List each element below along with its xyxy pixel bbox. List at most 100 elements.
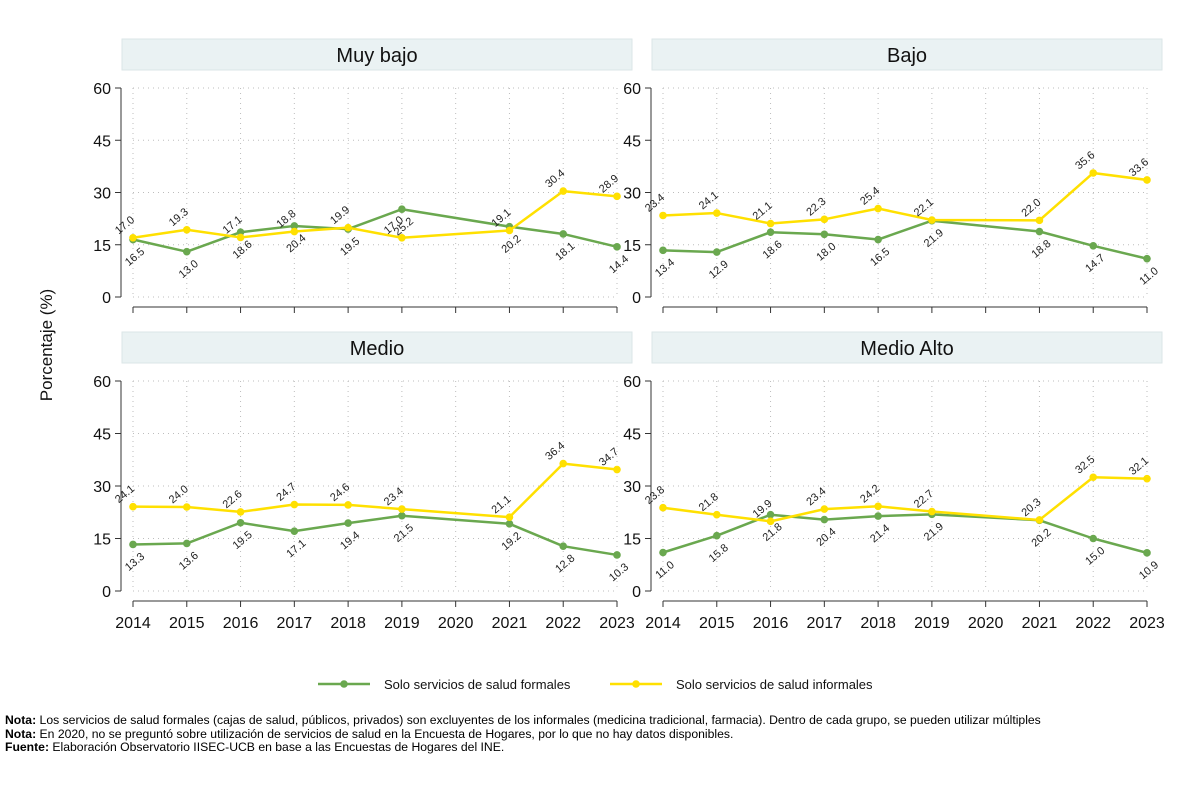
data-point-informales	[712, 209, 721, 217]
data-label-informales: 36.4	[543, 440, 567, 463]
data-point-informales	[129, 502, 137, 511]
data-label-formales: 11.0	[1137, 265, 1160, 287]
y-tick-label: 0	[632, 290, 641, 307]
data-point-formales	[182, 539, 191, 548]
x-tick-label: 2016	[753, 615, 789, 632]
panel-header	[651, 38, 1163, 71]
data-point-formales	[236, 518, 245, 527]
data-point-informales	[874, 502, 882, 511]
note-1-label: Nota:	[5, 714, 37, 727]
data-point-formales	[505, 520, 514, 528]
data-point-informales	[290, 227, 299, 236]
legend: Solo servicios de salud formales Solo ser…	[318, 677, 873, 692]
data-label-formales: 20.2	[499, 233, 523, 256]
data-label-informales: 17.0	[113, 214, 137, 237]
data-point-informales	[874, 204, 882, 213]
y-tick-label: 30	[93, 186, 111, 203]
data-point-informales	[613, 192, 621, 201]
data-point-formales	[659, 548, 667, 557]
data-label-formales: 11.0	[653, 559, 676, 581]
data-label-informales: 32.5	[1073, 453, 1097, 476]
series-line-formales	[132, 207, 618, 253]
data-point-formales	[182, 247, 191, 256]
x-tick-label: 2020	[438, 615, 474, 632]
data-label-informales: 32.1	[1127, 455, 1151, 478]
x-tick-label: 2021	[1022, 615, 1058, 632]
data-label-formales: 20.4	[814, 526, 838, 549]
y-tick-label: 45	[93, 427, 111, 444]
x-tick-label: 2018	[330, 615, 366, 632]
data-point-informales	[559, 187, 568, 195]
data-label-informales: 24.6	[328, 481, 352, 504]
data-label-formales: 18.6	[761, 238, 785, 261]
data-point-formales	[613, 551, 621, 559]
data-point-formales	[559, 542, 568, 550]
x-tick-label: 2019	[914, 615, 950, 632]
data-point-informales	[659, 211, 667, 220]
data-point-formales	[613, 243, 621, 251]
data-label-formales: 13.0	[177, 258, 201, 281]
data-label-informales: 24.0	[167, 483, 191, 506]
data-point-informales	[613, 465, 621, 474]
data-point-formales	[820, 515, 829, 524]
data-label-informales: 30.4	[543, 167, 567, 190]
data-label-formales: 14.4	[607, 253, 631, 276]
data-label-informales: 33.6	[1127, 156, 1151, 179]
data-label-informales: 22.7	[912, 488, 936, 511]
x-tick-label: 2017	[807, 615, 843, 632]
data-label-informales: 22.1	[912, 196, 936, 219]
data-label-formales: 19.4	[338, 529, 362, 552]
data-point-formales	[290, 527, 299, 535]
data-label-formales: 13.3	[123, 551, 147, 574]
panel-4: Medio Alto 0 15 30 45 60 2014 2015 2016 2017 2018 2…	[623, 331, 1165, 632]
legend-label-formales: Solo servicios de salud formales	[384, 677, 571, 692]
y-tick-label: 30	[623, 479, 641, 496]
data-label-informales: 35.6	[1073, 149, 1097, 172]
data-point-informales	[344, 223, 352, 232]
data-point-informales	[1089, 473, 1098, 482]
data-point-formales	[1089, 534, 1098, 543]
data-label-informales: 19.3	[167, 206, 191, 229]
data-label-formales: 20.2	[1029, 527, 1053, 550]
data-point-informales	[505, 513, 514, 521]
data-label-formales: 16.5	[868, 246, 892, 269]
y-tick-label: 45	[623, 133, 641, 150]
data-label-informales: 28.9	[597, 173, 621, 196]
x-tick-label: 2017	[277, 615, 313, 632]
data-point-formales	[874, 512, 882, 520]
data-label-formales: 13.6	[177, 550, 201, 573]
y-tick-label: 15	[623, 238, 641, 255]
data-label-formales: 12.9	[707, 258, 731, 281]
data-point-formales	[874, 235, 882, 244]
data-point-informales	[766, 219, 775, 228]
data-label-formales: 13.4	[653, 257, 677, 280]
data-point-informales	[129, 233, 137, 242]
data-label-informales: 25.4	[858, 185, 882, 208]
x-tick-label: 2023	[1129, 615, 1165, 632]
data-label-informales: 20.3	[1019, 496, 1043, 519]
data-label-formales: 21.4	[868, 522, 892, 545]
data-point-formales	[290, 222, 299, 230]
data-point-informales	[505, 226, 514, 235]
data-label-formales: 19.5	[231, 529, 255, 552]
series-line-informales	[662, 171, 1148, 225]
data-label-informales: 21.1	[489, 493, 513, 516]
data-label-informales: 34.7	[597, 446, 621, 469]
data-label-formales: 18.1	[553, 240, 577, 263]
series-line-formales	[132, 514, 618, 557]
x-tick-label: 2022	[545, 615, 581, 632]
data-point-formales	[1089, 241, 1098, 250]
series-line-formales	[662, 513, 1148, 555]
y-tick-label: 60	[93, 81, 111, 98]
data-point-informales	[344, 501, 352, 509]
panel-header	[121, 38, 633, 71]
data-label-formales: 18.0	[814, 241, 838, 264]
data-point-formales	[398, 205, 406, 214]
x-tick-label: 2020	[968, 615, 1004, 632]
data-point-informales	[1035, 516, 1044, 524]
data-point-informales	[1089, 169, 1098, 177]
data-label-formales: 21.5	[392, 522, 416, 545]
legend-marker-informales	[632, 680, 640, 688]
data-label-formales: 15.0	[1083, 545, 1107, 568]
data-point-formales	[712, 248, 721, 256]
